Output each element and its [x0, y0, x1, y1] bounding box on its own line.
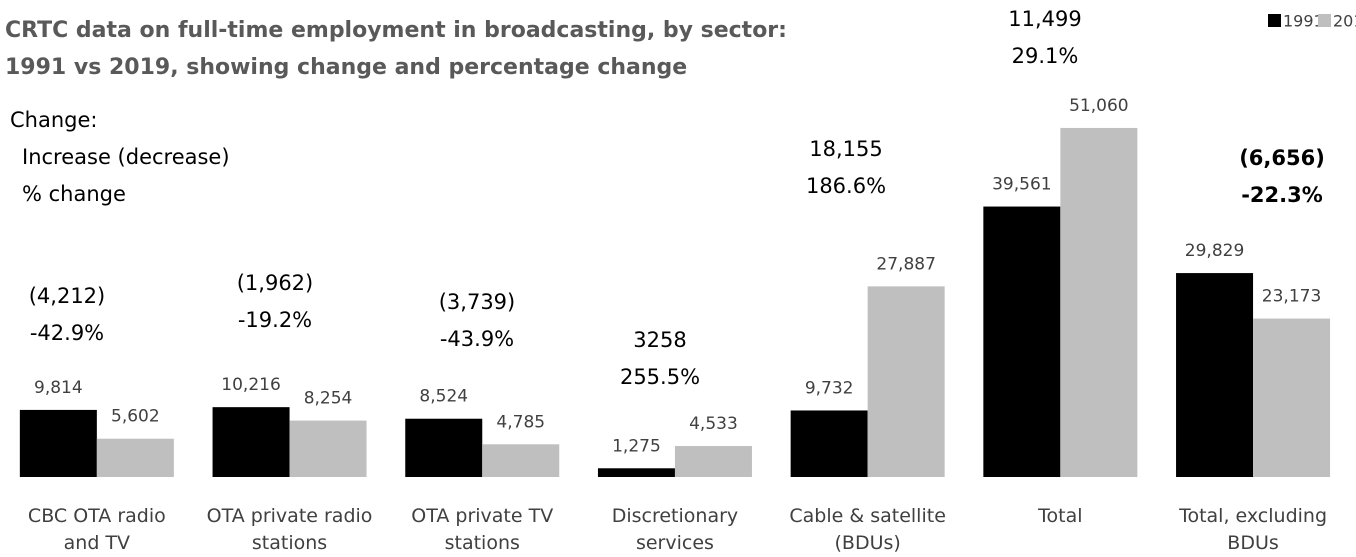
bar [405, 418, 483, 477]
x-tick-label-line: CBC OTA radio [28, 505, 166, 527]
x-tick-label-line: BDUs [1227, 532, 1278, 554]
legend-label: 2019 [1333, 12, 1356, 31]
change-label: 11,499 [1008, 7, 1081, 31]
x-tick-label-line: Discretionary [612, 505, 738, 527]
x-tick-label: OTA private TV stations [411, 505, 553, 554]
change-label: (6,656) [1239, 146, 1325, 170]
pct-change-label: -42.9% [30, 321, 104, 345]
change-label: (1,962) [237, 271, 314, 295]
legend-label: 1991 [1283, 12, 1324, 31]
value-label: 39,561 [992, 175, 1051, 195]
bar [867, 286, 945, 477]
value-label: 5,602 [111, 407, 160, 427]
pct-change-label: 255.5% [620, 365, 700, 389]
change-label: (3,739) [439, 290, 516, 314]
bar [983, 206, 1061, 477]
value-label: 4,533 [689, 414, 738, 434]
change-label: (4,212) [29, 284, 106, 308]
bar [1253, 318, 1331, 477]
pct-change-label: -19.2% [238, 308, 312, 332]
bar [597, 468, 675, 477]
value-label: 27,887 [876, 254, 935, 274]
bar [1060, 127, 1138, 477]
change-label: 18,155 [809, 137, 882, 161]
x-tick-label-line: stations [252, 532, 327, 554]
x-tick-label-line: Total [1037, 505, 1082, 527]
value-label: 8,524 [419, 387, 468, 407]
value-label: 4,785 [496, 412, 545, 432]
bar [96, 438, 174, 477]
bar [289, 420, 367, 477]
pct-change-label: 186.6% [806, 174, 886, 198]
x-tick-label-line: and TV [64, 532, 130, 554]
bar [674, 446, 752, 477]
x-tick-label-line: services [636, 532, 714, 554]
legend-swatch [1268, 14, 1281, 27]
value-label: 9,732 [805, 378, 854, 398]
value-label: 1,275 [612, 436, 661, 456]
pct-change-label: 29.1% [1012, 44, 1079, 68]
x-tick-label: Discretionary services [612, 505, 738, 554]
x-tick-label: Cable & satellite (BDUs) [789, 505, 946, 554]
value-label: 29,829 [1185, 241, 1244, 261]
note: % change [22, 182, 126, 206]
bar [1176, 273, 1254, 477]
note: Change: [10, 108, 97, 132]
value-label: 51,060 [1069, 96, 1128, 116]
value-label: 8,254 [304, 389, 353, 409]
value-label: 10,216 [221, 375, 280, 395]
chart-title: CRTC data on full-time employment in bro… [5, 18, 787, 43]
x-tick-label-line: Total, excluding [1178, 505, 1327, 527]
x-tick-label-line: (BDUs) [835, 532, 901, 554]
x-tick-label-line: OTA private TV [411, 505, 553, 527]
bar [790, 410, 868, 477]
legend-swatch [1318, 14, 1331, 27]
value-label: 9,814 [34, 378, 83, 398]
x-tick-label: CBC OTA radio and TV [28, 505, 166, 554]
pct-change-label: -22.3% [1241, 183, 1323, 207]
x-tick-label: Total [1037, 505, 1082, 527]
bar [19, 409, 97, 477]
value-label: 23,173 [1262, 287, 1321, 307]
note: Increase (decrease) [22, 145, 230, 169]
pct-change-label: -43.9% [440, 327, 514, 351]
x-tick-label: OTA private radio stations [207, 505, 373, 554]
x-tick-label-line: stations [445, 532, 520, 554]
bar [212, 407, 290, 477]
bar [482, 444, 560, 477]
x-tick-label-line: Cable & satellite [789, 505, 946, 527]
x-tick-label: Total, excluding BDUs [1178, 505, 1327, 554]
change-label: 3258 [633, 328, 686, 352]
x-tick-label-line: OTA private radio [207, 505, 373, 527]
chart-title: 1991 vs 2019, showing change and percent… [5, 55, 687, 80]
